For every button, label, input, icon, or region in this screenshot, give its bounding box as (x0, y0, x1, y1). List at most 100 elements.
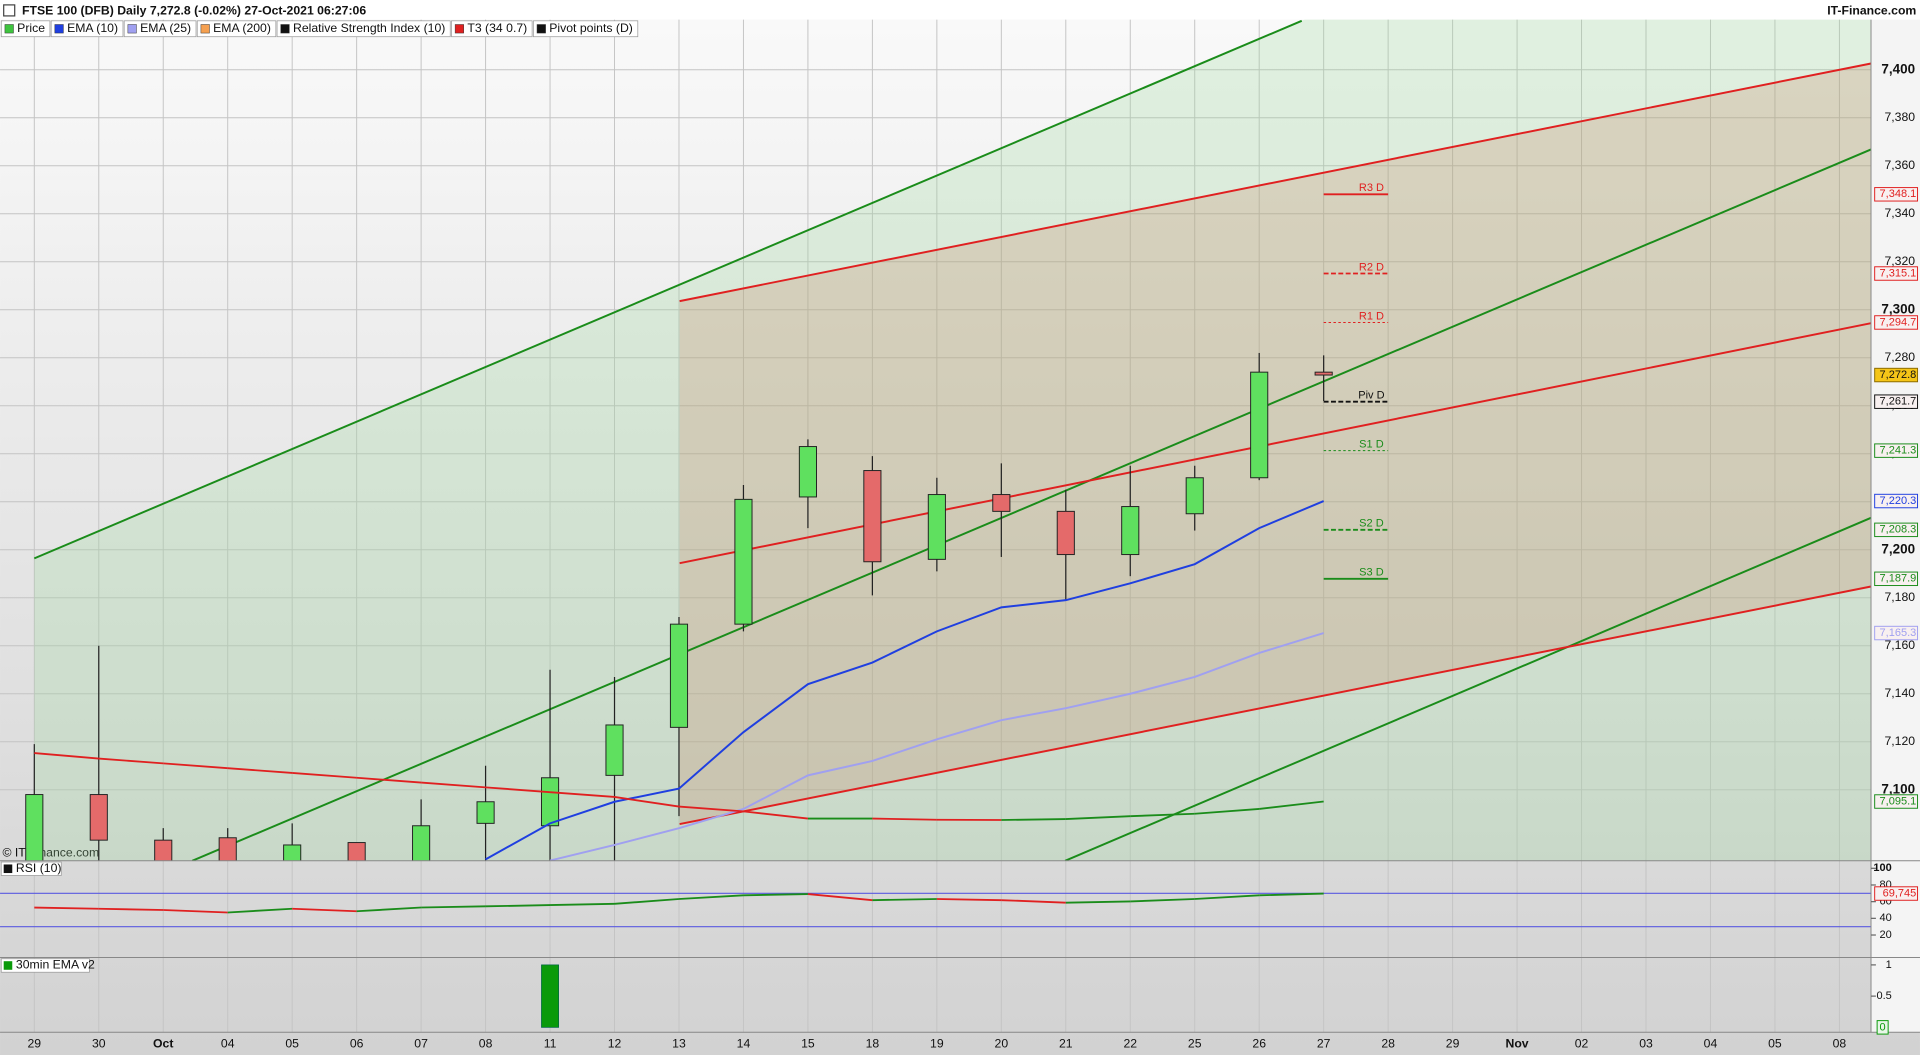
line-segment (356, 906, 422, 913)
x-tick-label: 19 (930, 1037, 944, 1051)
line-segment (34, 752, 99, 760)
line-segment (1001, 899, 1066, 904)
y-tick-label: 7,380 (1884, 110, 1915, 124)
line-segment (743, 893, 808, 897)
value-box (1874, 187, 1919, 202)
value-box (1874, 625, 1919, 641)
legend-label: Pivot points (D) (549, 21, 633, 35)
candle-body (283, 844, 302, 861)
t3-line (1064, 516, 1872, 861)
line-segment (421, 781, 486, 789)
value-box-label: 7,348.1 (1880, 188, 1917, 200)
legend-item: EMA (25) (123, 20, 197, 38)
value-box (1874, 522, 1919, 538)
value-box-label: 7,165.3 (1880, 627, 1917, 639)
legend-swatch (200, 24, 210, 34)
y-tick-label: 7,160 (1884, 638, 1915, 652)
x-tick-label: 12 (608, 1037, 622, 1051)
y-tick-label: 7,200 (1881, 541, 1915, 556)
x-tick-label: 02 (1575, 1037, 1589, 1051)
legend-box (196, 20, 277, 38)
rsi-label: RSI (10) (16, 861, 62, 875)
value-box (1876, 1020, 1889, 1035)
t3-line (33, 19, 1303, 560)
value-box (1874, 493, 1919, 509)
candle-body (798, 446, 817, 498)
pivot-label: R3 D (1359, 182, 1384, 194)
grid (0, 19, 1872, 1033)
line-segment (1130, 812, 1195, 818)
y-tick-label: 7,300 (1881, 301, 1915, 316)
pivot-label: S3 D (1359, 567, 1384, 579)
x-tick-label: 21 (1059, 1037, 1073, 1051)
value-box-label: 69,745 (1883, 887, 1917, 899)
header-bar (0, 0, 1920, 20)
candle-body (218, 837, 237, 861)
header-icon (3, 4, 16, 17)
legend-swatch (280, 24, 290, 34)
line-segment (1259, 800, 1324, 810)
value-box (1874, 394, 1919, 409)
x-tick-label: 27 (1317, 1037, 1331, 1051)
legend-item: T3 (34 0.7) (451, 20, 533, 38)
legend-item: Relative Strength Index (10) (276, 20, 451, 38)
x-tick-label: 15 (801, 1037, 815, 1051)
candle-body (154, 839, 173, 861)
rsi-tick-label: 100 (1873, 862, 1891, 874)
line-segment (98, 757, 164, 765)
x-tick-label: 07 (414, 1037, 428, 1051)
pivot-label: S1 D (1359, 438, 1384, 450)
x-tick-label: 28 (1381, 1037, 1395, 1051)
value-box-label: 7,208.3 (1880, 524, 1917, 536)
t3-line (191, 148, 1872, 861)
x-tick-label: 30 (92, 1037, 106, 1051)
y-tick-label: 7,360 (1884, 158, 1915, 172)
candle-body (89, 794, 108, 841)
x-tick-label: 05 (285, 1037, 299, 1051)
candle-body (669, 623, 689, 728)
rsi-label-icon (3, 864, 13, 874)
legend-box (276, 20, 451, 38)
value-box-label: 7,095.1 (1880, 795, 1917, 807)
line-segment (485, 786, 551, 794)
candle-body (605, 724, 624, 776)
candle-body (476, 801, 495, 824)
y-tick-label: 7,280 (1884, 350, 1915, 364)
line-segment (872, 817, 937, 821)
y-tick-label: 7,400 (1881, 61, 1915, 76)
value-box-label: 7,261.7 (1880, 396, 1917, 408)
line-segment (1194, 894, 1260, 900)
line-segment (485, 904, 551, 908)
y-tick-label: 7,100 (1881, 781, 1915, 796)
legend-item: EMA (200) (196, 20, 277, 38)
x-tick-label: 11 (544, 1037, 557, 1051)
x-tick-label: 05 (1768, 1037, 1782, 1051)
pivot-label: R1 D (1359, 310, 1384, 322)
rsi-label-bg (0, 861, 62, 876)
osc-plot (541, 964, 559, 1028)
line-segment (227, 767, 293, 774)
candle-body (1056, 510, 1075, 556)
brand: IT-Finance.com (1827, 3, 1916, 17)
x-tick-label: 08 (479, 1037, 493, 1051)
x-tick-label: 26 (1252, 1037, 1266, 1051)
legend-label: T3 (34 0.7) (467, 21, 527, 35)
osc-label-bg (0, 958, 90, 973)
candle-body (540, 777, 560, 827)
line-segment (227, 907, 293, 914)
value-box-label: 7,315.1 (1880, 267, 1917, 279)
candle-body (927, 494, 946, 560)
y-tick-label: 7,320 (1884, 254, 1915, 268)
pivot-label: Piv D (1358, 389, 1384, 401)
y-tick-label: 7,140 (1884, 686, 1915, 700)
x-tick-label: Oct (153, 1037, 173, 1051)
candle-body (992, 494, 1011, 512)
value-box-label: 7,241.3 (1880, 445, 1917, 457)
x-tick-label: 20 (995, 1037, 1009, 1051)
osc-tick-label: 1 (1886, 959, 1892, 971)
line-segment (678, 805, 744, 813)
value-box (1874, 443, 1919, 458)
